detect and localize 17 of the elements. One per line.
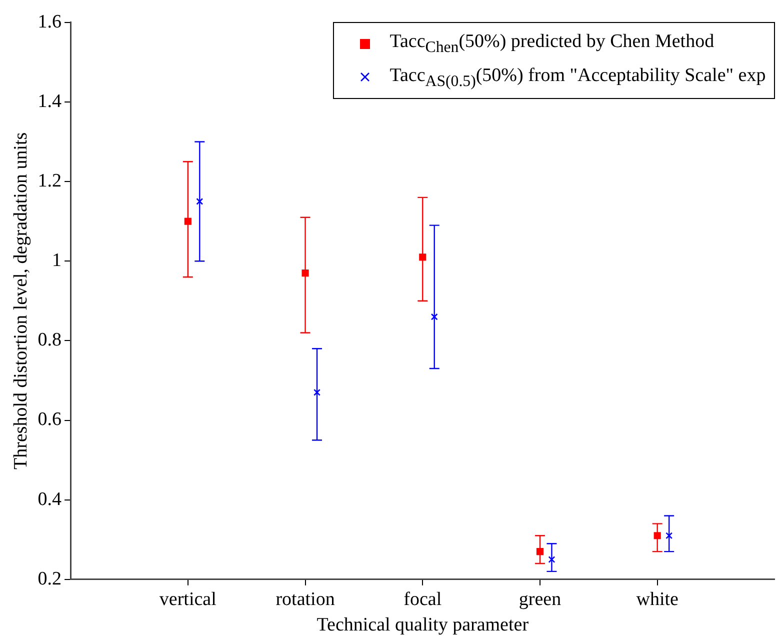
y-tick-label: 1.4 — [38, 90, 62, 112]
x-tick-label: white — [636, 588, 678, 610]
x-tick-label: rotation — [276, 588, 336, 610]
x-tick-label: vertical — [159, 588, 216, 610]
y-tick-label: 1.6 — [38, 11, 62, 32]
y-tick-label: 0.2 — [38, 568, 62, 590]
y-tick-label: 1.2 — [38, 170, 62, 192]
x-axis-title: Technical quality parameter — [316, 614, 530, 636]
y-tick-label: 1 — [52, 250, 62, 272]
y-tick-label: 0.4 — [38, 488, 62, 510]
y-tick-label: 0.8 — [38, 330, 62, 351]
y-axis-title: Threshold distortion level, degradation units — [10, 132, 32, 470]
legend-label: Tacc$_{AS(0.5)}$(50%) from "Acceptability Scale" exp — [390, 64, 766, 92]
x-tick-label: focal — [404, 588, 442, 610]
y-tick-label: 0.6 — [38, 409, 62, 430]
x-tick-label: green — [518, 588, 562, 610]
legend-label: Tacc$_{Chen}$(50%) predicted by Chen Method — [390, 30, 714, 58]
